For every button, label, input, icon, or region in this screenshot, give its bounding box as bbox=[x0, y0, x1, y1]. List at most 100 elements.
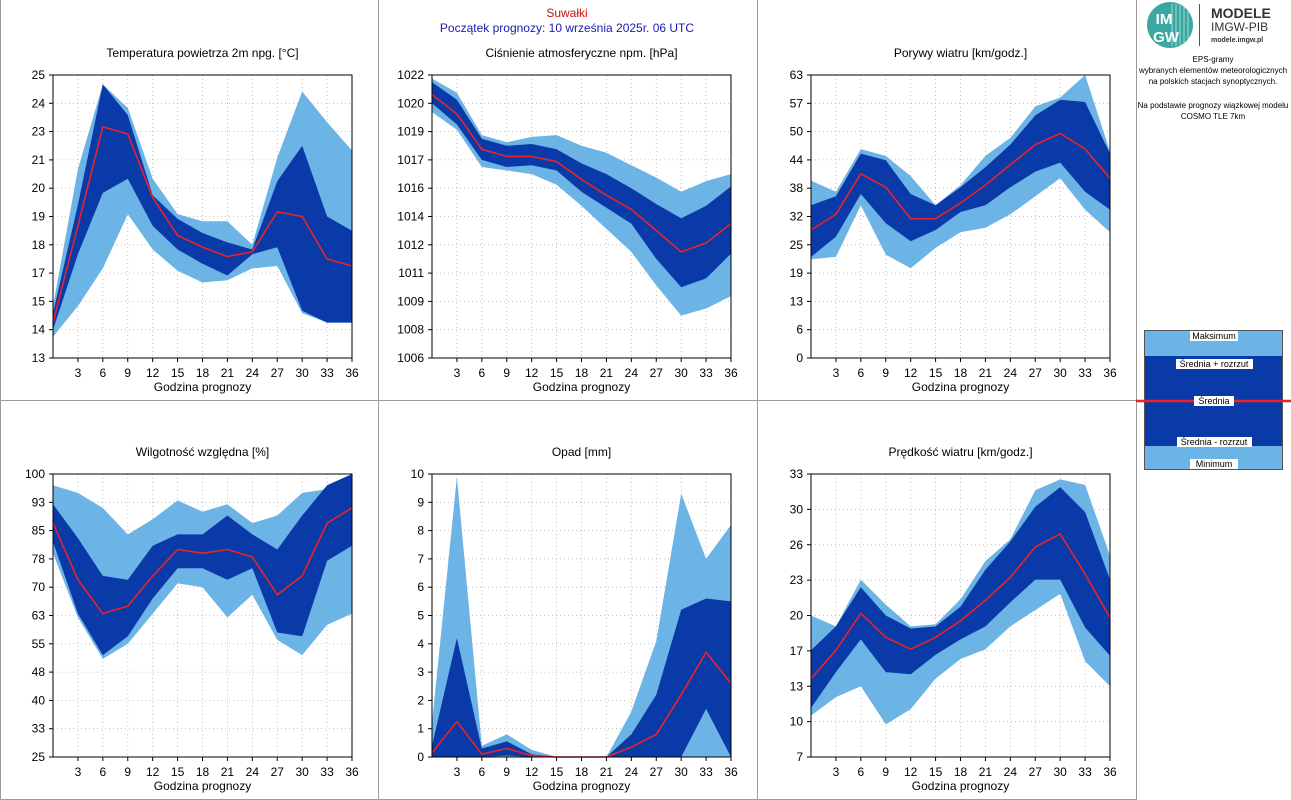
y-tick-label: 13 bbox=[790, 294, 804, 308]
x-tick-label: 18 bbox=[196, 765, 210, 779]
forecast-start: Początek prognozy: 10 września 2025r. 06… bbox=[440, 21, 694, 35]
x-tick-label: 15 bbox=[171, 366, 185, 380]
x-tick-label: 21 bbox=[600, 366, 614, 380]
x-tick-label: 24 bbox=[625, 765, 639, 779]
y-tick-label: 10 bbox=[790, 715, 804, 729]
x-tick-label: 6 bbox=[99, 765, 106, 779]
x-tick-label: 3 bbox=[833, 366, 840, 380]
legend-outer-bottom bbox=[1145, 446, 1282, 469]
y-tick-label: 0 bbox=[417, 750, 424, 764]
x-tick-label: 18 bbox=[954, 366, 968, 380]
x-tick-label: 18 bbox=[575, 765, 589, 779]
y-tick-label: 100 bbox=[25, 467, 45, 481]
band-mean-spread bbox=[53, 474, 352, 656]
y-tick-label: 17 bbox=[790, 644, 804, 658]
x-tick-label: 24 bbox=[246, 366, 260, 380]
x-tick-label: 18 bbox=[575, 366, 589, 380]
y-tick-label: 23 bbox=[32, 125, 46, 139]
y-tick-label: 3 bbox=[417, 665, 424, 679]
legend-mean-plus-label: Średnia + rozrzut bbox=[1180, 358, 1249, 369]
y-tick-label: 6 bbox=[796, 323, 803, 337]
side-line-2: wybranych elementów meteorologicznych bbox=[1138, 66, 1287, 75]
x-tick-label: 9 bbox=[124, 366, 131, 380]
y-tick-label: 20 bbox=[32, 181, 46, 195]
x-tick-label: 18 bbox=[954, 765, 968, 779]
y-tick-label: 1019 bbox=[397, 125, 424, 139]
y-tick-label: 32 bbox=[790, 210, 804, 224]
y-tick-label: 78 bbox=[32, 552, 46, 566]
y-tick-label: 44 bbox=[790, 153, 804, 167]
x-tick-label: 12 bbox=[904, 366, 918, 380]
logo-circle-icon bbox=[1147, 2, 1193, 48]
side-description: EPS-gramy wybranych elementów meteorolog… bbox=[1138, 55, 1289, 121]
x-tick-label: 6 bbox=[478, 765, 485, 779]
y-tick-label: 7 bbox=[417, 552, 424, 566]
y-tick-label: 1006 bbox=[397, 351, 424, 365]
x-tick-label: 30 bbox=[674, 366, 688, 380]
y-tick-label: 17 bbox=[32, 266, 46, 280]
x-tick-label: 21 bbox=[221, 765, 235, 779]
x-tick-label: 9 bbox=[503, 765, 510, 779]
side-line-5: COSMO TLE 7km bbox=[1181, 112, 1246, 121]
side-line-1: EPS-gramy bbox=[1193, 55, 1234, 64]
chart-wind-gusts: Porywy wiatru [km/godz.]3 6 9 12 15 18 21 24 27 3… bbox=[790, 46, 1117, 394]
x-tick-label: 6 bbox=[857, 366, 864, 380]
mean-line bbox=[810, 533, 1111, 680]
y-tick-label: 13 bbox=[32, 351, 46, 365]
x-tick-label: 15 bbox=[929, 366, 943, 380]
x-tick-label: 6 bbox=[99, 366, 106, 380]
y-tick-label: 19 bbox=[32, 210, 46, 224]
y-tick-label: 21 bbox=[32, 153, 46, 167]
band-mean-spread bbox=[432, 82, 731, 288]
y-tick-label: 25 bbox=[32, 68, 46, 82]
chart-title: Opad [mm] bbox=[552, 445, 611, 459]
x-tick-label: 30 bbox=[295, 366, 309, 380]
x-tick-label: 36 bbox=[345, 366, 359, 380]
x-tick-label: 9 bbox=[124, 765, 131, 779]
y-tick-label: 9 bbox=[417, 495, 424, 509]
x-tick-label: 33 bbox=[699, 765, 713, 779]
y-tick-label: 25 bbox=[790, 238, 804, 252]
band-mean-spread bbox=[53, 84, 352, 330]
y-tick-label: 1 bbox=[417, 722, 424, 736]
x-tick-label: 21 bbox=[600, 765, 614, 779]
chart-title: Prędkość wiatru [km/godz.] bbox=[888, 445, 1032, 459]
x-tick-label: 27 bbox=[1029, 366, 1043, 380]
x-tick-label: 15 bbox=[550, 366, 564, 380]
y-tick-label: 1014 bbox=[397, 210, 424, 224]
logo-subtitle: IMGW-PIB bbox=[1211, 20, 1268, 34]
x-axis-label: Godzina prognozy bbox=[154, 779, 251, 793]
x-tick-label: 36 bbox=[1103, 765, 1117, 779]
x-tick-label: 21 bbox=[979, 765, 993, 779]
x-tick-label: 30 bbox=[1053, 366, 1067, 380]
x-tick-label: 27 bbox=[1029, 765, 1043, 779]
x-tick-label: 3 bbox=[833, 765, 840, 779]
x-tick-label: 36 bbox=[1103, 366, 1117, 380]
y-tick-label: 14 bbox=[32, 323, 46, 337]
x-tick-label: 24 bbox=[625, 366, 639, 380]
x-tick-label: 36 bbox=[724, 366, 738, 380]
x-tick-label: 36 bbox=[345, 765, 359, 779]
y-tick-label: 23 bbox=[790, 573, 804, 587]
y-tick-label: 15 bbox=[32, 294, 46, 308]
y-tick-label: 50 bbox=[790, 125, 804, 139]
chart-title: Wilgotność względna [%] bbox=[136, 445, 269, 459]
chart-precipitation: Opad [mm]3 6 9 12 15 18 21 24 27 30 33 360123456789… bbox=[411, 445, 738, 793]
x-tick-label: 33 bbox=[1078, 765, 1092, 779]
y-tick-label: 4 bbox=[417, 637, 424, 651]
chart-pressure: Ciśnienie atmosferyczne npm. [hPa]3 6 9 12 1… bbox=[397, 46, 738, 394]
x-tick-label: 30 bbox=[295, 765, 309, 779]
y-tick-label: 85 bbox=[32, 524, 46, 538]
mean-line bbox=[810, 132, 1111, 231]
x-tick-label: 15 bbox=[929, 765, 943, 779]
mean-line bbox=[431, 93, 732, 253]
x-tick-label: 15 bbox=[550, 765, 564, 779]
y-tick-label: 93 bbox=[32, 495, 46, 509]
x-tick-label: 3 bbox=[75, 366, 82, 380]
y-tick-label: 33 bbox=[790, 467, 804, 481]
y-tick-label: 48 bbox=[32, 665, 46, 679]
y-tick-label: 5 bbox=[417, 609, 424, 623]
y-tick-label: 10 bbox=[411, 467, 425, 481]
y-tick-label: 63 bbox=[790, 68, 804, 82]
side-line-4: Na podstawie prognozy wiązkowej modelu bbox=[1138, 101, 1289, 110]
